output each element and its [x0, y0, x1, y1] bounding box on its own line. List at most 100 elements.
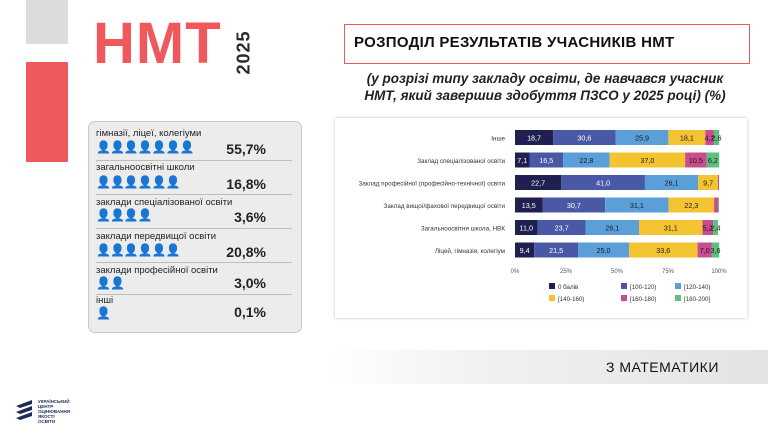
legend-swatch — [549, 295, 555, 301]
subtitle-line-1: (у розрізі типу закладу освіти, де навча… — [366, 71, 724, 86]
bar-segment — [697, 242, 712, 258]
data-label: 37,0 — [640, 156, 654, 165]
bar-segment — [515, 152, 530, 168]
bar-segment — [717, 197, 719, 213]
bar-segment — [537, 220, 586, 235]
category-tick-label: Загальноосвітня школа, НВК — [421, 225, 505, 233]
bar-segment — [515, 175, 562, 190]
data-label: 22,8 — [579, 156, 593, 165]
data-label: 25,9 — [635, 134, 649, 143]
data-label: 31,1 — [630, 201, 644, 210]
data-label: 21,5 — [549, 246, 563, 255]
data-label: 41,0 — [596, 179, 610, 188]
data-label: 30,6 — [577, 134, 591, 143]
data-label: 9,7 — [703, 179, 713, 188]
bar-segment — [534, 242, 579, 258]
legend-swatch — [675, 295, 681, 301]
category-label: заклади професійної освіти — [96, 265, 218, 276]
title-box — [344, 24, 750, 64]
data-label: 16,5 — [539, 156, 553, 165]
bar-segment — [561, 175, 645, 190]
bar-segment — [515, 130, 554, 145]
data-label: 7,1 — [517, 156, 527, 165]
bar-segment — [639, 220, 703, 235]
subject-label: З МАТЕМАТИКИ — [606, 359, 719, 375]
brand-year: 2025 — [233, 30, 254, 75]
data-label: 7,0 — [700, 246, 710, 255]
legend-swatch — [675, 283, 681, 289]
category-tick-label: Інше — [491, 136, 505, 143]
ucoyo-logo-icon — [16, 400, 32, 420]
bar-segment — [711, 242, 720, 258]
bar-segment — [563, 152, 610, 168]
data-label: 30,7 — [567, 201, 581, 210]
bar-segment — [713, 220, 718, 235]
chart-frame: Інше 18,7 30,6 25,9 18,1 4,2 2,6 Заклад спеціал… — [335, 118, 747, 318]
people-icons: 👤👤👤👤 — [96, 208, 153, 222]
page-subtitle: (у розрізі типу закладу освіти, де навча… — [340, 70, 750, 104]
bar-segment — [668, 130, 706, 145]
stacked-bar-chart: Інше 18,7 30,6 25,9 18,1 4,22,6 Заклад спеціал… — [358, 130, 727, 303]
legend-label: [180-200] — [684, 296, 710, 303]
subject-band — [328, 350, 768, 384]
data-label: 26,1 — [605, 224, 619, 233]
decor-red-block — [26, 62, 68, 162]
bar-segment — [585, 220, 640, 235]
legend-label: [160-180) — [630, 296, 657, 303]
bar-segment — [717, 175, 719, 190]
data-label: 9,4 — [520, 246, 530, 255]
people-icons: 👤👤👤👤👤👤👤 — [96, 140, 195, 154]
category-tick-label: Ліцей, гімназія, колегіум — [435, 247, 505, 255]
bar-segment — [609, 152, 686, 168]
decor-gray-block — [26, 0, 68, 44]
data-label: 13,5 — [522, 201, 536, 210]
category-percent: 0,1% — [234, 304, 266, 320]
x-tick-label: 0% — [511, 269, 520, 275]
category-label: заклади передвищої освіти — [96, 231, 217, 242]
legend-label: [140-160) — [558, 296, 585, 303]
category-percent: 16,8% — [226, 176, 266, 192]
categories-panel — [88, 121, 302, 333]
bar-segment — [713, 130, 720, 145]
data-label: 31,1 — [664, 224, 678, 233]
bar-segment — [629, 242, 698, 258]
category-tick-label: Заклад професійної (професійно-технічної… — [358, 180, 505, 188]
data-label: 3,6 — [711, 246, 721, 255]
data-label: 10,5 — [689, 156, 703, 165]
divider — [96, 160, 292, 161]
legend-swatch — [549, 283, 555, 289]
bar-segment — [706, 152, 720, 168]
people-icons: 👤 — [96, 306, 111, 320]
data-label: 25,0 — [597, 246, 611, 255]
data-label: 4,2 — [705, 134, 715, 143]
bar-segment — [605, 197, 669, 213]
bar-segment — [553, 130, 616, 145]
bar-segment — [529, 152, 564, 168]
x-tick-label: 50% — [611, 269, 624, 275]
divider — [96, 262, 292, 263]
bar-segment — [668, 197, 715, 213]
legend-label: [100-120) — [630, 284, 657, 291]
category-tick-label: Заклад вищої/фахової передвищої освіти — [384, 202, 506, 210]
people-icons: 👤👤 — [96, 276, 125, 290]
x-tick-label: 25% — [560, 269, 573, 275]
bar-segment — [644, 175, 699, 190]
bar-segment — [515, 197, 543, 213]
data-label: 11,0 — [519, 224, 532, 233]
people-icons: 👤👤👤👤👤👤 — [96, 243, 181, 257]
data-label: 18,1 — [680, 134, 694, 143]
data-label: 6,2 — [708, 156, 718, 165]
divider — [96, 294, 292, 295]
data-label: 2,4 — [711, 224, 721, 233]
bar-segment — [615, 130, 669, 145]
category-percent: 55,7% — [226, 141, 266, 157]
data-label: 33,6 — [656, 246, 670, 255]
x-tick-label: 100% — [711, 269, 727, 275]
people-icons: 👤👤👤👤👤👤 — [96, 175, 181, 189]
data-label: 22,3 — [684, 201, 698, 210]
bar-segment — [698, 175, 718, 190]
divider — [96, 194, 292, 195]
x-tick-label: 75% — [662, 269, 675, 275]
page-title: РОЗПОДІЛ РЕЗУЛЬТАТІВ УЧАСНИКІВ НМТ — [354, 34, 675, 51]
legend-swatch — [621, 283, 627, 289]
